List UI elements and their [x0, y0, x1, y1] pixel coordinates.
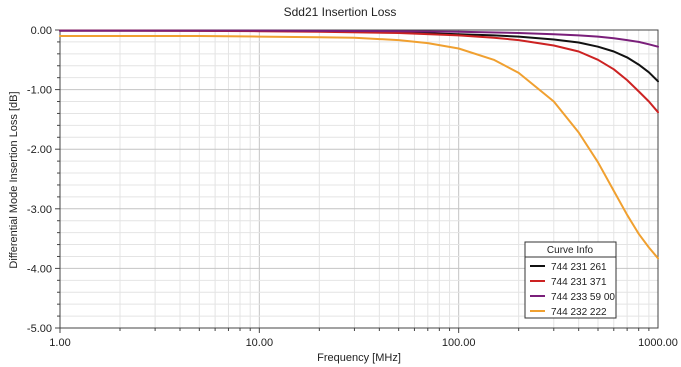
series-line-744-232-222 [59, 35, 659, 260]
series-line-744-231-371 [59, 29, 659, 114]
y-tick-label: -4.00 [27, 263, 52, 275]
y-tick-label: -1.00 [27, 85, 52, 97]
y-tick-label: -5.00 [27, 323, 52, 335]
plot-frame [59, 29, 659, 329]
legend-entry-label: 744 233 59 00 [551, 292, 615, 303]
series-layer [59, 29, 659, 260]
legend-title: Curve Info [547, 245, 594, 256]
legend: Curve Info 744 231 261 744 231 371 744 233… [524, 241, 617, 319]
x-tick-label: 10.00 [246, 337, 274, 349]
x-tick-label: 1000.00 [638, 337, 678, 349]
series-line-744-233-59-00 [59, 29, 659, 48]
legend-entry-label: 744 232 222 [551, 307, 607, 318]
x-axis-title: Frequency [MHz] [317, 352, 401, 364]
legend-items: 744 231 261 744 231 371 744 233 59 00 744 2… [530, 262, 615, 318]
chart-title: Sdd21 Insertion Loss [284, 5, 397, 19]
y-axis-title: Differential Mode Insertion Loss [dB] [8, 91, 20, 268]
y-tick-label: 0.00 [31, 25, 52, 37]
y-tick-label: -2.00 [27, 144, 52, 156]
legend-entry-label: 744 231 371 [551, 277, 607, 288]
legend-entry-label: 744 231 261 [551, 262, 607, 273]
ticks-layer: 1.00 10.00 100.00 1000.00 0.00 -1.00 -2.00 -3.0… [27, 25, 678, 349]
x-tick-label: 100.00 [442, 337, 476, 349]
x-tick-label: 1.00 [49, 337, 70, 349]
y-tick-label: -3.00 [27, 204, 52, 216]
